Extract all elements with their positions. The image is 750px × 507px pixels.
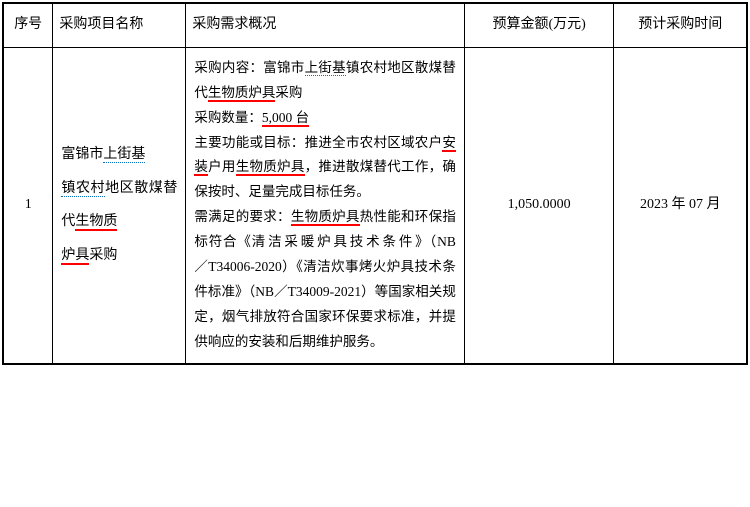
table-header-row: 序号 采购项目名称 采购需求概况 预算金额(万元) 预计采购时间 bbox=[3, 3, 747, 47]
name-text: 富锦市 bbox=[61, 147, 103, 162]
desc-spaced: 清洁采暖炉具技术条件 bbox=[252, 234, 415, 249]
desc-text: 需满足的要求： bbox=[194, 209, 290, 224]
procurement-table: 序号 采购项目名称 采购需求概况 预算金额(万元) 预计采购时间 1 富锦市上街… bbox=[2, 2, 748, 365]
desc-text: 》（NB／T34006-2020）《清洁炊事烤火炉具技术条件标准》（NB／T34… bbox=[194, 234, 455, 349]
header-budget: 预算金额(万元) bbox=[464, 3, 614, 47]
desc-blue: 上街基 bbox=[305, 60, 346, 76]
cell-time: 2023 年 07 月 bbox=[614, 47, 747, 364]
desc-red: 5,000 台 bbox=[262, 110, 309, 127]
name-blue2: 镇农村 bbox=[61, 181, 105, 197]
desc-red: 生物质炉具 bbox=[236, 159, 305, 176]
name-text3: 采购 bbox=[89, 248, 117, 263]
cell-desc: 采购内容：富锦市上街基镇农村地区散煤替代生物质炉具采购采购数量：5,000 台主… bbox=[186, 47, 464, 364]
cell-budget: 1,050.0000 bbox=[464, 47, 614, 364]
name-red: 生物质 bbox=[75, 214, 117, 231]
desc-red: 生物质炉具 bbox=[208, 85, 276, 102]
cell-name: 富锦市上街基镇农村地区散煤替代生物质炉具采购 bbox=[53, 47, 186, 364]
name-red2: 炉具 bbox=[61, 248, 89, 265]
desc-text: 户用 bbox=[208, 159, 236, 174]
desc-text: 采购 bbox=[275, 85, 302, 100]
desc-red: 生物质炉具 bbox=[291, 209, 360, 226]
header-name: 采购项目名称 bbox=[53, 3, 186, 47]
desc-text: 采购数量： bbox=[194, 110, 262, 125]
header-desc: 采购需求概况 bbox=[186, 3, 464, 47]
cell-seq: 1 bbox=[3, 47, 53, 364]
desc-text: 主要功能或目标：推进全市农村区域农户 bbox=[194, 135, 442, 150]
name-blue: 上街基 bbox=[103, 147, 145, 163]
desc-text: 采购内容：富锦市 bbox=[194, 60, 304, 75]
header-time: 预计采购时间 bbox=[614, 3, 747, 47]
table-row: 1 富锦市上街基镇农村地区散煤替代生物质炉具采购 采购内容：富锦市上街基镇农村地… bbox=[3, 47, 747, 364]
header-seq: 序号 bbox=[3, 3, 53, 47]
